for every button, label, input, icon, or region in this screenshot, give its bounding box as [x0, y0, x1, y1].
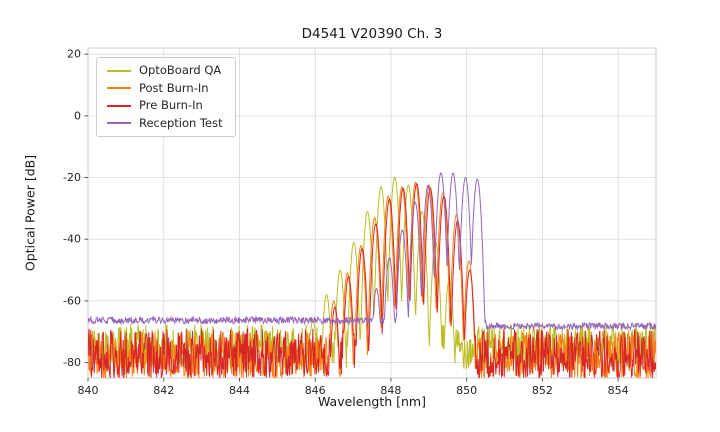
legend-item-reception-test: Reception Test — [107, 115, 223, 130]
legend-line-swatch — [107, 69, 131, 72]
legend-label: Reception Test — [139, 115, 223, 130]
legend-item-optoboard-qa: OptoBoard QA — [107, 63, 223, 77]
legend-line-swatch — [107, 87, 131, 90]
x-tick-label: 846 — [305, 384, 326, 397]
series-line-pre-burn-in — [88, 183, 656, 378]
legend-label: Pre Burn-In — [139, 98, 203, 112]
legend-line-swatch — [107, 122, 131, 125]
y-tick-label: -80 — [63, 356, 81, 369]
chart-title: D4541 V20390 Ch. 3 — [301, 26, 443, 42]
series-line-post-burn-in — [88, 181, 656, 378]
x-tick-label: 840 — [78, 384, 99, 397]
y-tick-label: 0 — [74, 109, 81, 122]
legend-item-post-burn-in: Post Burn-In — [107, 80, 223, 95]
x-tick-label: 848 — [380, 384, 401, 397]
legend-label: Post Burn-In — [139, 80, 209, 95]
y-tick-label: -20 — [63, 171, 81, 184]
x-tick-label: 850 — [456, 384, 477, 397]
plot-frame — [87, 47, 657, 379]
x-axis-label: Wavelength [nm] — [318, 394, 426, 409]
x-tick-label: 842 — [153, 384, 174, 397]
x-tick-label: 854 — [608, 384, 629, 397]
y-tick-label: -60 — [63, 294, 81, 307]
legend-line-swatch — [107, 104, 131, 107]
legend: OptoBoard QA Post Burn-In Pre Burn-In Recep… — [96, 57, 236, 137]
x-tick-label: 852 — [532, 384, 553, 397]
series-line-reception-test — [88, 172, 656, 332]
y-tick-label: -40 — [63, 233, 81, 246]
x-tick-label: 844 — [229, 384, 250, 397]
legend-label: OptoBoard QA — [139, 63, 222, 77]
legend-item-pre-burn-in: Pre Burn-In — [107, 98, 223, 112]
y-tick-label: 20 — [67, 48, 81, 61]
